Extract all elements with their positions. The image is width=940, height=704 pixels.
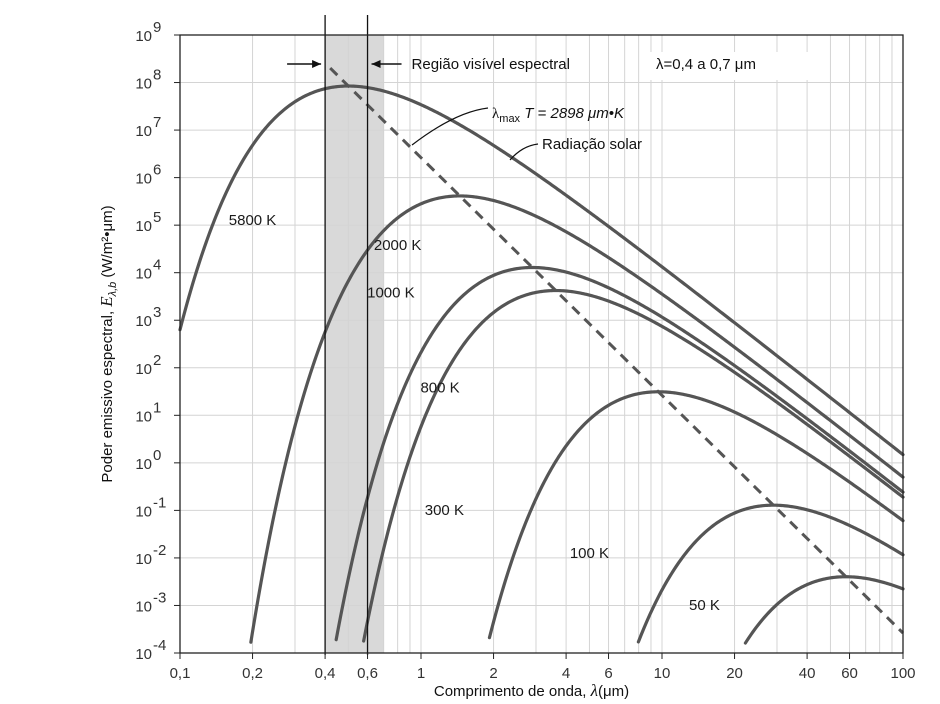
- y-tick-exponent: 9: [153, 19, 161, 36]
- series-label: 100 K: [570, 545, 609, 562]
- y-tick-label: 10: [135, 218, 152, 235]
- lambda-max-locus: [329, 67, 905, 635]
- curve-800k: [362, 288, 905, 643]
- y-tick-exponent: 3: [153, 304, 161, 321]
- curves-layer: [178, 67, 905, 645]
- axes-layer: 0,1 0,2 0,4 0,6 1 2 4 6 10 20 40 60 1001091081071061…: [135, 15, 916, 682]
- y-tick-exponent: -4: [153, 637, 166, 654]
- series-label: 5800 K: [229, 212, 277, 229]
- y-tick-exponent: -3: [153, 589, 166, 606]
- curve-100k: [636, 503, 905, 644]
- visible-band-layer: [325, 35, 384, 653]
- y-tick-exponent: 0: [153, 447, 161, 464]
- y-tick-exponent: 8: [153, 67, 161, 84]
- x-tick-label: 4: [562, 665, 570, 682]
- y-tick-exponent: -1: [153, 494, 166, 511]
- labels-layer: Comprimento de onda, λ(μm) Poder emissivo…: [97, 52, 822, 700]
- x-tick-label: 20: [726, 665, 743, 682]
- series-label: 1000 K: [367, 285, 415, 302]
- y-tick-label: 10: [135, 171, 152, 188]
- x-tick-label: 100: [890, 665, 915, 682]
- solar-label: Radiação solar: [542, 136, 642, 153]
- y-tick-label: 10: [135, 456, 152, 473]
- x-tick-label: 6: [604, 665, 612, 682]
- visible-region-range: λ=0,4 a 0,7 μm: [656, 56, 756, 73]
- y-tick-label: 10: [135, 598, 152, 615]
- x-tick-label: 2: [489, 665, 497, 682]
- y-tick-exponent: 4: [153, 257, 161, 274]
- lambda-max-leader: [411, 107, 489, 146]
- curve-2000k: [249, 194, 905, 644]
- y-tick-label: 10: [135, 266, 152, 283]
- series-label: 300 K: [425, 502, 464, 519]
- x-tick-label: 0,6: [357, 665, 378, 682]
- y-tick-label: 10: [135, 76, 152, 93]
- y-axis-label: Poder emissivo espectral, Eλ,b (W/m²•μm): [97, 205, 119, 482]
- visible-right-arrow-head: [371, 60, 381, 68]
- y-tick-exponent: 2: [153, 352, 161, 369]
- x-tick-label: 0,1: [170, 665, 191, 682]
- x-tick-label: 1: [417, 665, 425, 682]
- y-tick-exponent: 1: [153, 399, 161, 416]
- series-label: 2000 K: [374, 237, 422, 254]
- y-tick-exponent: 5: [153, 209, 161, 226]
- y-tick-label: 10: [135, 28, 152, 45]
- x-axis-label: Comprimento de onda, λ(μm): [434, 681, 629, 700]
- y-tick-label: 10: [135, 646, 152, 663]
- y-tick-label: 10: [135, 551, 152, 568]
- x-tick-label: 40: [799, 665, 816, 682]
- y-tick-label: 10: [135, 361, 152, 378]
- plot-frame: [179, 34, 904, 654]
- y-tick-label: 10: [135, 408, 152, 425]
- visible-range-box: [650, 52, 822, 80]
- curve-5800k: [178, 84, 905, 457]
- visible-region-label: Região visível espectral: [412, 56, 570, 73]
- y-tick-label: 10: [135, 313, 152, 330]
- solar-leader: [509, 143, 539, 161]
- x-tick-label: 60: [841, 665, 858, 682]
- series-label: 800 K: [420, 380, 459, 397]
- y-tick-label: 10: [135, 123, 152, 140]
- visible-region-band: [325, 35, 384, 653]
- x-tick-label: 10: [654, 665, 671, 682]
- y-tick-exponent: 7: [153, 114, 161, 131]
- visible-left-arrow-head: [312, 60, 322, 68]
- x-tick-label: 0,2: [242, 665, 263, 682]
- y-tick-exponent: 6: [153, 162, 161, 179]
- curve-50k: [743, 575, 905, 645]
- series-label: 50 K: [689, 597, 720, 614]
- y-tick-exponent: -2: [153, 542, 166, 559]
- x-tick-label: 0,4: [315, 665, 336, 682]
- curve-300k: [487, 390, 905, 640]
- y-tick-label: 10: [135, 503, 152, 520]
- curve-1000k: [334, 265, 905, 642]
- lambda-max-label: λmax T = 2898 μm•K: [492, 105, 625, 125]
